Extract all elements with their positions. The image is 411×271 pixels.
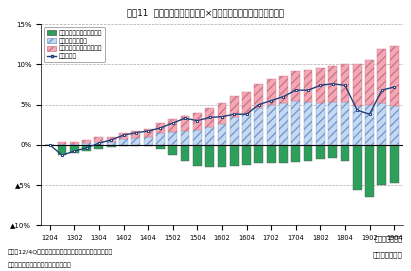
Bar xyxy=(365,145,374,197)
Bar xyxy=(180,116,189,131)
Bar xyxy=(390,106,399,145)
Bar xyxy=(341,64,349,102)
Bar xyxy=(70,145,79,153)
Text: （資料）厚生労働省「毎月勤労統計」: （資料）厚生労働省「毎月勤労統計」 xyxy=(8,263,72,269)
Bar xyxy=(168,145,177,155)
Bar xyxy=(193,145,202,166)
Bar xyxy=(267,105,276,145)
Bar xyxy=(242,145,251,165)
Bar xyxy=(168,119,177,132)
Legend: 総労働時間（一人当たり）, 雇用・一般労働者, 雇用・パートタイム労働者, 労働投入量: 総労働時間（一人当たり）, 雇用・一般労働者, 雇用・パートタイム労働者, 労働… xyxy=(44,27,105,62)
Bar xyxy=(119,139,128,145)
Bar xyxy=(230,117,239,145)
Bar xyxy=(377,49,386,103)
Bar xyxy=(267,145,276,163)
Bar xyxy=(95,145,103,149)
Bar xyxy=(193,114,202,130)
Bar xyxy=(144,137,152,145)
Bar xyxy=(390,145,399,183)
Bar xyxy=(254,145,263,163)
Bar xyxy=(254,84,263,108)
Bar xyxy=(205,108,214,127)
Bar xyxy=(156,145,165,149)
Bar xyxy=(242,114,251,145)
Bar xyxy=(144,130,152,137)
Bar xyxy=(119,145,128,146)
Bar xyxy=(279,76,288,103)
Bar xyxy=(70,144,79,145)
Bar xyxy=(95,137,103,141)
Bar xyxy=(70,141,79,144)
Bar xyxy=(328,66,337,102)
Bar xyxy=(58,145,67,155)
Bar xyxy=(377,103,386,145)
Bar xyxy=(390,46,399,106)
Bar xyxy=(95,141,103,145)
Bar xyxy=(107,137,115,141)
Bar xyxy=(144,145,152,146)
Bar xyxy=(119,134,128,139)
X-axis label: （年・四半期）: （年・四半期） xyxy=(373,251,403,258)
Bar xyxy=(193,130,202,145)
Bar xyxy=(304,102,312,145)
Bar xyxy=(217,124,226,145)
Bar xyxy=(316,145,325,159)
Text: （注）12/4Qを起点とした労働投入量の伸びと寄与度分解: （注）12/4Qを起点とした労働投入量の伸びと寄与度分解 xyxy=(8,249,113,255)
Bar xyxy=(82,145,91,151)
Bar xyxy=(279,145,288,163)
Bar xyxy=(180,145,189,161)
Bar xyxy=(242,92,251,114)
Bar xyxy=(205,145,214,167)
Bar xyxy=(365,60,374,105)
Bar xyxy=(341,145,349,161)
Bar xyxy=(267,79,276,105)
Bar xyxy=(254,108,263,145)
Text: 図表11  労働投入量（雇用者数×総労働時間）は増加基調を維持: 図表11 労働投入量（雇用者数×総労働時間）は増加基調を維持 xyxy=(127,8,284,17)
Bar xyxy=(156,134,165,145)
Bar xyxy=(107,141,115,145)
Bar xyxy=(230,145,239,166)
Bar xyxy=(291,145,300,162)
Bar xyxy=(328,102,337,145)
Bar xyxy=(316,68,325,103)
Bar xyxy=(58,141,67,144)
Bar xyxy=(180,131,189,145)
Bar xyxy=(230,96,239,117)
Bar xyxy=(316,103,325,145)
Bar xyxy=(58,144,67,145)
Bar xyxy=(304,70,312,102)
Bar xyxy=(82,140,91,143)
Bar xyxy=(217,145,226,167)
Bar xyxy=(353,64,362,106)
Bar xyxy=(353,106,362,145)
Bar xyxy=(291,71,300,101)
Bar xyxy=(168,132,177,145)
Bar xyxy=(365,105,374,145)
Bar xyxy=(377,145,386,185)
Bar xyxy=(353,145,362,191)
Bar xyxy=(82,143,91,145)
Bar xyxy=(205,127,214,145)
Text: （年・四半期）: （年・四半期） xyxy=(375,236,403,242)
Bar xyxy=(291,101,300,145)
Bar xyxy=(132,131,140,138)
Bar xyxy=(107,145,115,147)
Bar xyxy=(217,103,226,124)
Bar xyxy=(304,145,312,161)
Bar xyxy=(132,145,140,146)
Bar xyxy=(328,145,337,158)
Bar xyxy=(279,103,288,145)
Bar xyxy=(132,138,140,145)
Bar xyxy=(156,123,165,134)
Bar xyxy=(341,102,349,145)
